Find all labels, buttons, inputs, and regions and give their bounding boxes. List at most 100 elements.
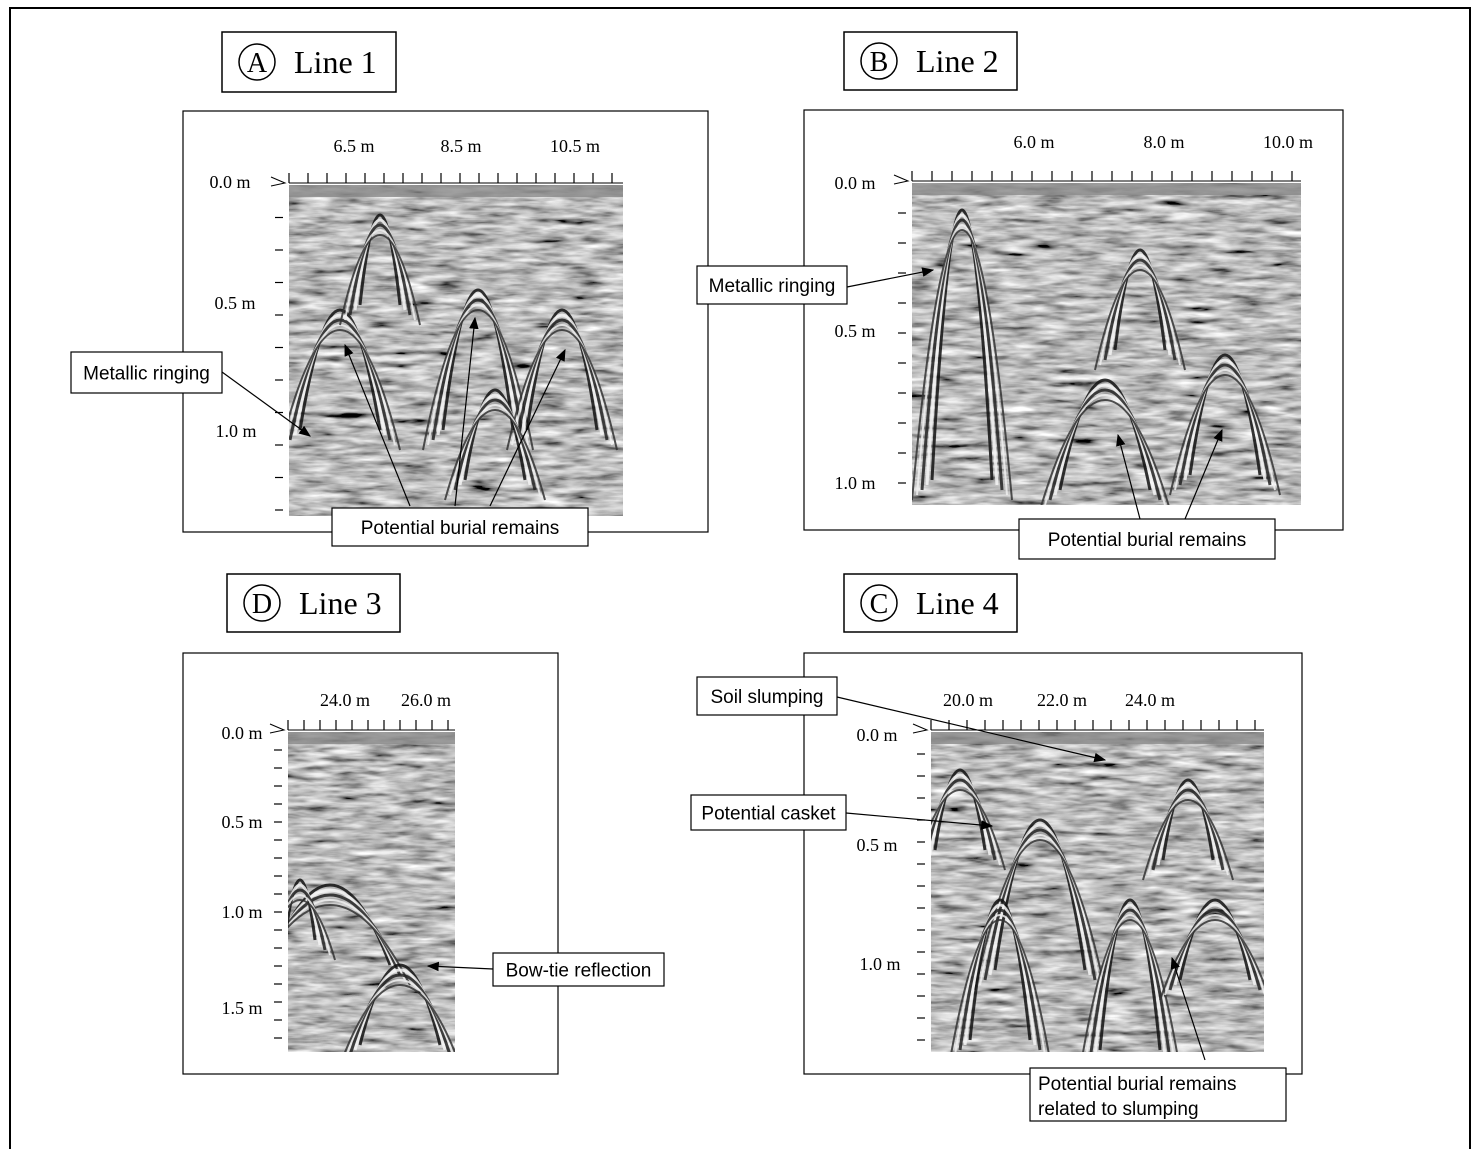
title-box — [221, 31, 397, 93]
x-tick-label: 8.5 m — [440, 136, 481, 156]
reflection — [1094, 269, 1186, 371]
x-tick-label: 6.5 m — [333, 136, 374, 156]
reflection — [289, 329, 401, 451]
reflection — [349, 973, 451, 1052]
reflection — [954, 914, 1046, 1052]
reflection — [1086, 914, 1174, 1052]
reflection — [427, 304, 529, 446]
reflection — [449, 404, 541, 496]
reflection — [1173, 903, 1257, 986]
annotation-text: Potential burial remains — [1048, 530, 1247, 551]
y-tick-label: 0.0 m — [834, 173, 875, 193]
panel-letter: C — [870, 589, 889, 620]
radargram — [931, 732, 1264, 1052]
y-tick-label: 0.5 m — [856, 835, 897, 855]
reflection — [925, 213, 999, 486]
title-box — [843, 31, 1018, 91]
annotation-text: Metallic ringing — [83, 364, 210, 385]
reflection — [511, 324, 613, 446]
radargram-top — [912, 183, 1301, 195]
reflection — [515, 318, 609, 441]
reflection — [298, 308, 382, 431]
annotation-arrow — [846, 267, 935, 288]
reflection — [1169, 374, 1281, 496]
y-tick-label: 0.0 m — [221, 723, 262, 743]
reflection — [339, 234, 421, 326]
x-tick-label: 20.0 m — [943, 690, 993, 710]
reflection — [422, 309, 534, 451]
annotation-text: Potential burial remains — [361, 518, 560, 539]
reflection — [1156, 783, 1220, 866]
panel-title: Line 4 — [916, 585, 999, 621]
panel: B Line 2 6.0 m 8.0 m 10.0 m 0.0 m 0.5 m 1.0 m Me… — [696, 31, 1344, 560]
panel: D Line 3 24.0 m 26.0 m 0.0 m 0.5 m 1.0 m 1.5 m B… — [182, 573, 665, 1075]
reflection — [1048, 388, 1162, 501]
annotation-box — [1018, 518, 1276, 560]
reflection — [288, 894, 331, 956]
reflection — [1053, 383, 1157, 496]
reflection — [950, 919, 1050, 1052]
panel-letter: D — [252, 589, 272, 620]
reflection — [1108, 253, 1172, 356]
annotation-arrow — [489, 348, 566, 507]
reflection — [1089, 908, 1171, 1052]
reflection — [993, 818, 1087, 971]
annotation-arrow — [1116, 433, 1141, 520]
x-tick-label: 26.0 m — [401, 690, 451, 710]
panel-letter: B — [870, 47, 889, 78]
panel-letter: A — [247, 48, 268, 79]
panel-title: Line 1 — [294, 44, 377, 80]
reflection — [1103, 258, 1177, 361]
annotation-arrow — [426, 961, 494, 972]
x-tick-label: 24.0 m — [1125, 690, 1175, 710]
reflection — [1082, 919, 1178, 1052]
reflection — [436, 293, 520, 436]
annotation-text: Potential casket — [701, 804, 836, 825]
depth-marker — [893, 174, 910, 185]
letter-circle — [860, 42, 898, 80]
annotation-arrow — [845, 812, 994, 830]
letter-circle — [238, 43, 276, 81]
reflection — [933, 768, 987, 851]
reflection — [453, 398, 537, 491]
y-tick-label: 1.0 m — [215, 421, 256, 441]
reflection — [506, 329, 618, 451]
annotation-text: related to slumping — [1038, 1099, 1199, 1120]
reflection — [979, 834, 1101, 986]
reflection — [1142, 799, 1234, 881]
reflection — [441, 288, 515, 431]
reflection — [1040, 399, 1170, 505]
y-tick-label: 0.0 m — [856, 725, 897, 745]
reflection — [1151, 788, 1225, 871]
y-tick-label: 1.0 m — [221, 902, 262, 922]
reflection — [916, 224, 1008, 496]
annotation-arrow — [1170, 956, 1206, 1061]
x-tick-label: 24.0 m — [320, 690, 370, 710]
radargram — [912, 183, 1301, 505]
reflection — [348, 223, 412, 316]
panel: C Line 4 20.0 m 22.0 m 24.0 m 0.0 m 0.5 m 1.0 m… — [690, 573, 1303, 1122]
reflection — [1098, 898, 1162, 1051]
reflection — [1093, 903, 1167, 1052]
y-tick-label: 1.0 m — [834, 473, 875, 493]
annotation-arrow — [1184, 428, 1223, 520]
outer-border — [9, 7, 1471, 1149]
reflection — [1188, 353, 1262, 476]
panel-title: Line 3 — [299, 585, 382, 621]
reflection — [1058, 378, 1152, 491]
reflection — [288, 904, 411, 986]
annotation-arrow — [344, 343, 411, 507]
reflection — [1044, 394, 1166, 505]
radargram-top — [931, 732, 1264, 744]
reflection — [931, 773, 992, 856]
annotation-box — [690, 794, 847, 831]
panel-title: Line 2 — [916, 43, 999, 79]
reflection — [344, 229, 416, 321]
annotation-box — [492, 952, 665, 987]
y-tick-label: 1.5 m — [221, 998, 262, 1018]
annotation-box — [70, 351, 223, 394]
depth-marker — [912, 723, 929, 734]
x-tick-label: 10.5 m — [550, 136, 600, 156]
reflection — [288, 883, 322, 946]
